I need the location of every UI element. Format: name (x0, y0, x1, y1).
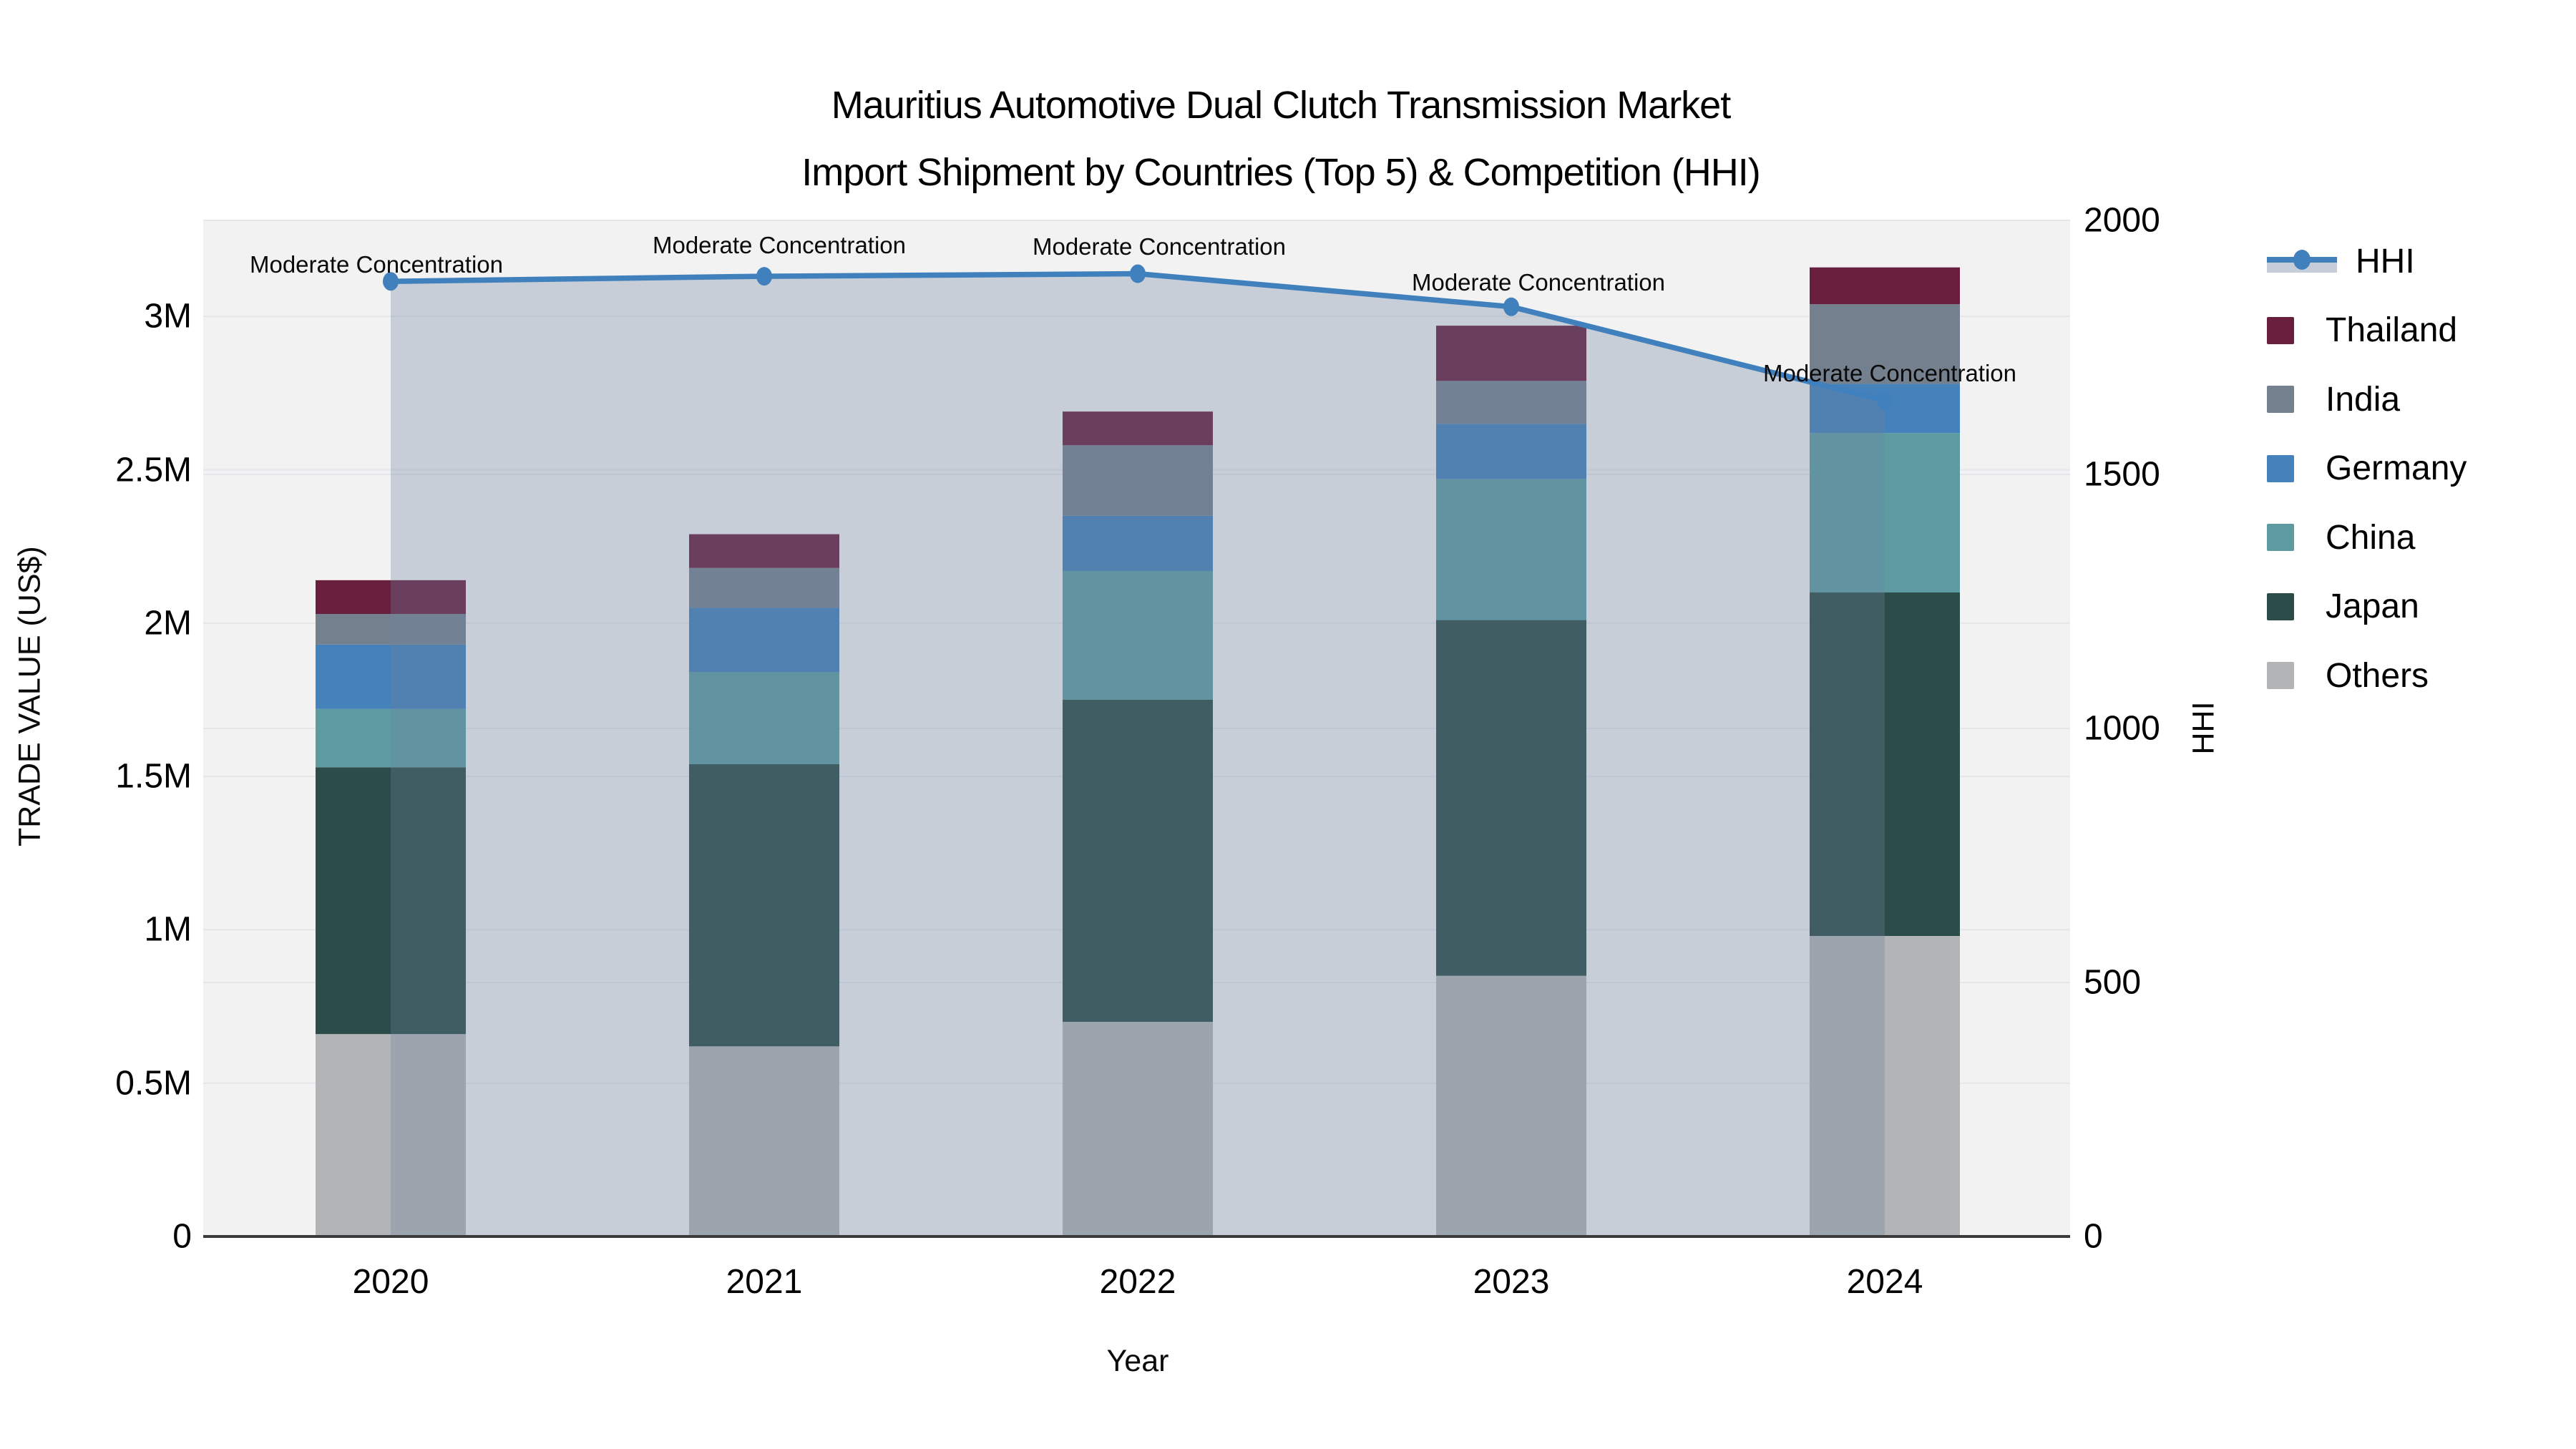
bar-segment-2022-germany[interactable] (1063, 515, 1213, 571)
legend-label-china: China (2326, 518, 2416, 557)
legend-swatch-others (2267, 662, 2294, 689)
annotation-moderate-concentration-2020: Moderate Concentration (249, 251, 504, 278)
bar-segment-2022-japan[interactable] (1063, 699, 1213, 1022)
bar-segment-2023-china[interactable] (1436, 479, 1586, 620)
chart-title: Mauritius Automotive Dual Clutch Transmi… (0, 72, 2562, 206)
y-axis-title-left: TRADE VALUE (US$) (12, 546, 47, 847)
legend-label-others: Others (2326, 656, 2429, 695)
x-tick-2022: 2022 (1099, 1263, 1176, 1301)
bar-segment-2022-thailand[interactable] (1063, 411, 1213, 446)
hhi-marker-2023[interactable] (1503, 297, 1519, 316)
bar-segment-2022-china[interactable] (1063, 570, 1213, 700)
bar-segment-2023-india[interactable] (1436, 381, 1586, 424)
y-left-tick-0.5M: 0.5M (115, 1064, 192, 1103)
legend-swatch-china (2267, 524, 2294, 551)
bar-segment-2020-india[interactable] (316, 613, 466, 645)
legend-item-china[interactable]: China (2267, 514, 2415, 561)
legend-item-india[interactable]: India (2267, 376, 2400, 423)
annotation-moderate-concentration-2021: Moderate Concentration (652, 232, 907, 259)
bar-segment-2020-thailand[interactable] (316, 580, 466, 614)
bar-segment-2021-germany[interactable] (689, 608, 839, 673)
bar-segment-2021-thailand[interactable] (689, 534, 839, 568)
hhi-marker-2024[interactable] (1877, 391, 1893, 411)
bar-segment-2024-thailand[interactable] (1810, 267, 1960, 305)
chart-title-line2: Import Shipment by Countries (Top 5) & C… (801, 151, 1761, 194)
x-tick-2024: 2024 (1846, 1263, 1923, 1301)
x-tick-2021: 2021 (726, 1263, 803, 1301)
y-left-tick-1.5M: 1.5M (115, 757, 192, 796)
annotation-moderate-concentration-2022: Moderate Concentration (1032, 233, 1287, 260)
bar-segment-2024-others[interactable] (1810, 935, 1960, 1236)
legend-label-hhi: HHI (2356, 242, 2415, 280)
bar-segment-2022-others[interactable] (1063, 1021, 1213, 1236)
hhi-marker-2021[interactable] (756, 267, 772, 286)
annotation-moderate-concentration-2024: Moderate Concentration (1762, 360, 2017, 387)
legend-swatch-thailand (2267, 316, 2294, 344)
bar-segment-2024-china[interactable] (1810, 433, 1960, 592)
legend-swatch-germany (2267, 454, 2294, 482)
y-left-tick-3M: 3M (144, 297, 192, 336)
y-left-tick-2M: 2M (144, 604, 192, 643)
hhi-area-fill (391, 273, 1885, 1236)
legend-item-thailand[interactable]: Thailand (2267, 307, 2457, 354)
bar-segment-2023-others[interactable] (1436, 975, 1586, 1236)
legend-item-japan[interactable]: Japan (2267, 583, 2419, 630)
bar-segment-2023-germany[interactable] (1436, 424, 1586, 479)
hhi-markers (383, 264, 1893, 411)
y-right-tick-2000: 2000 (2084, 201, 2160, 240)
bar-segment-2020-china[interactable] (316, 708, 466, 768)
legend-label-germany: Germany (2326, 449, 2467, 487)
bar-segment-2023-japan[interactable] (1436, 620, 1586, 976)
legend-label-japan: Japan (2326, 587, 2419, 625)
legend-label-india: India (2326, 380, 2401, 419)
y-axis-title-right: HHI (2186, 701, 2221, 755)
hhi-line-icon (2267, 247, 2337, 275)
y-right-tick-0: 0 (2084, 1217, 2103, 1256)
y-right-tick-500: 500 (2084, 963, 2142, 1002)
legend-item-hhi[interactable]: HHI (2267, 238, 2415, 285)
bar-segment-2021-others[interactable] (689, 1046, 839, 1236)
bar-segment-2020-others[interactable] (316, 1034, 466, 1236)
y-left-tick-2.5M: 2.5M (115, 451, 192, 489)
legend-label-thailand: Thailand (2326, 311, 2458, 349)
x-tick-2023: 2023 (1473, 1263, 1550, 1301)
legend-swatch-japan (2267, 592, 2294, 620)
y-left-tick-1M: 1M (144, 910, 192, 949)
bars (316, 267, 1960, 1236)
bar-segment-2022-india[interactable] (1063, 445, 1213, 516)
legend-item-others[interactable]: Others (2267, 652, 2429, 699)
y-left-tick-0: 0 (172, 1217, 192, 1256)
annotation-moderate-concentration-2023: Moderate Concentration (1411, 268, 1666, 296)
bar-segment-2021-japan[interactable] (689, 763, 839, 1047)
bar-segment-2021-india[interactable] (689, 567, 839, 608)
bar-segment-2020-japan[interactable] (316, 767, 466, 1035)
x-axis-title: Year (1106, 1344, 1169, 1378)
bar-segment-2024-japan[interactable] (1810, 592, 1960, 936)
legend-item-germany[interactable]: Germany (2267, 445, 2467, 492)
chart-title-line1: Mauritius Automotive Dual Clutch Transmi… (831, 84, 1731, 127)
bar-segment-2024-india[interactable] (1810, 304, 1960, 384)
legend-swatch-india (2267, 386, 2294, 413)
x-tick-2020: 2020 (352, 1263, 429, 1301)
bar-segment-2023-thailand[interactable] (1436, 326, 1586, 381)
bar-segment-2021-china[interactable] (689, 672, 839, 764)
y-right-tick-1500: 1500 (2084, 455, 2160, 494)
bar-segment-2020-germany[interactable] (316, 644, 466, 709)
y-right-tick-1000: 1000 (2084, 709, 2160, 748)
hhi-marker-2020[interactable] (383, 272, 399, 291)
hhi-marker-2022[interactable] (1130, 264, 1146, 283)
